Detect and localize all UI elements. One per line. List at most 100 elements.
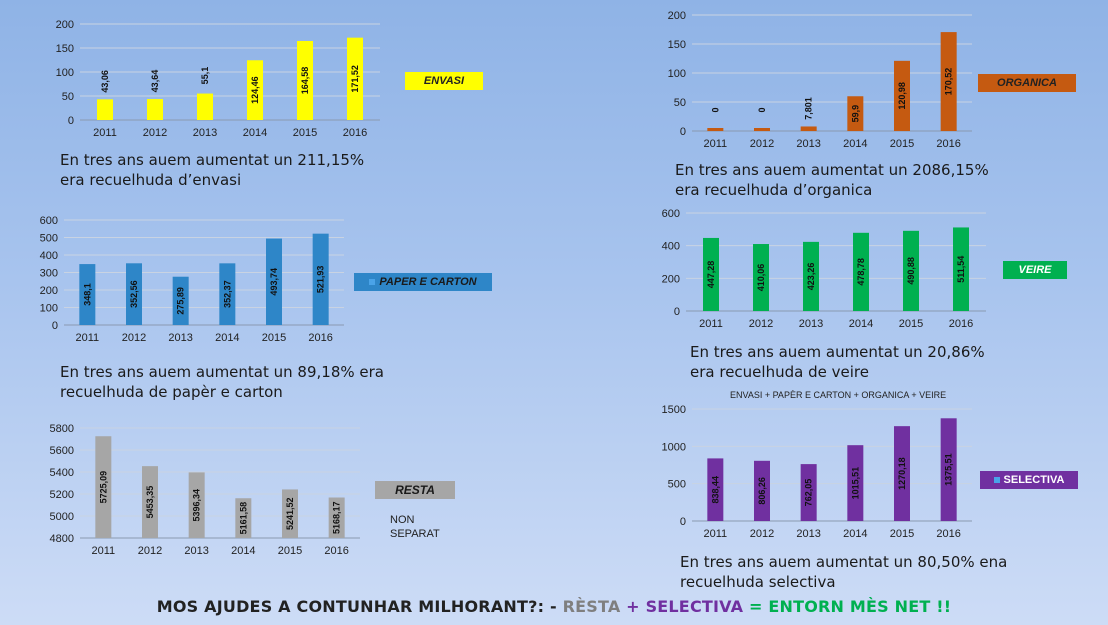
x-tick-label: 2016	[936, 528, 960, 540]
bar-resta-2014	[235, 498, 252, 538]
bar-envasi-2013	[197, 93, 213, 120]
y-tick-label: 5200	[50, 489, 74, 501]
value-label: 806,26	[757, 477, 767, 505]
x-tick-label: 2011	[704, 138, 728, 150]
bar-resta-2016	[328, 497, 345, 538]
bar-paper-2011	[79, 264, 96, 325]
value-label: 423,26	[806, 263, 816, 291]
x-tick-label: 2015	[899, 318, 923, 330]
value-label: 511,54	[956, 256, 966, 283]
x-tick-label: 2014	[843, 528, 867, 540]
x-tick-label: 2012	[143, 127, 167, 139]
value-label: 1015,51	[850, 467, 860, 500]
bar-selectiva-2011	[707, 458, 724, 521]
value-label: 171,52	[350, 65, 360, 93]
value-label: 478,78	[856, 258, 866, 286]
x-tick-label: 2011	[92, 545, 116, 557]
value-label: 7,801	[804, 97, 814, 120]
value-label: 170,52	[944, 68, 954, 96]
y-tick-label: 150	[56, 43, 74, 55]
value-label: 447,28	[706, 261, 716, 289]
y-tick-label: 1500	[662, 404, 686, 416]
value-label: 1375,51	[944, 453, 954, 486]
y-tick-label: 1000	[662, 441, 686, 453]
chart-title-selectiva: ENVASI + PAPÈR E CARTON + ORGANICA + VEI…	[730, 390, 947, 400]
y-tick-label: 5000	[50, 511, 74, 523]
x-tick-label: 2013	[168, 332, 192, 344]
legend-swatch-icon	[993, 477, 1000, 484]
y-tick-label: 600	[40, 215, 58, 227]
bar-selectiva-2013	[800, 464, 817, 521]
x-tick-label: 2012	[750, 138, 774, 150]
value-label: 5161,58	[238, 502, 248, 535]
value-label: 493,74	[269, 268, 279, 296]
x-tick-label: 2013	[799, 318, 823, 330]
bar-paper-2015	[266, 238, 282, 325]
value-label: 120,98	[897, 82, 907, 110]
bar-organica-2013	[800, 126, 817, 131]
bar-paper-2012	[126, 263, 142, 325]
bar-resta-2012	[142, 466, 158, 538]
value-label: 348,1	[82, 283, 92, 306]
x-tick-label: 2016	[949, 318, 973, 330]
y-tick-label: 200	[662, 273, 680, 285]
bar-chart-organica: 0 50 100 150 200 0 2011 0 2012 7,801 2013 59,9 2014 1…	[668, 10, 972, 150]
value-label: 352,37	[222, 280, 232, 308]
legend-swatch-icon	[369, 279, 376, 286]
y-tick-label: 100	[668, 68, 686, 80]
value-label: 762,05	[804, 479, 814, 507]
y-tick-label: 200	[668, 10, 686, 22]
y-tick-label: 0	[674, 306, 680, 318]
bar-envasi-2016	[347, 37, 363, 121]
value-label: 5396,34	[192, 489, 202, 522]
x-tick-label: 2013	[796, 138, 820, 150]
footer-plus: +	[620, 597, 646, 616]
value-label: 43,64	[150, 70, 160, 93]
x-tick-label: 2011	[76, 332, 100, 344]
sublabel-resta: NON SEPARAT	[390, 513, 440, 541]
value-label: 521,93	[316, 266, 326, 294]
bar-selectiva-2016	[940, 418, 957, 521]
value-label: 275,89	[176, 287, 186, 315]
y-tick-label: 4800	[50, 533, 74, 545]
x-tick-label: 2012	[749, 318, 773, 330]
x-tick-label: 2014	[243, 127, 267, 139]
bar-envasi-2015	[297, 41, 313, 120]
footer-equals: =	[743, 597, 769, 616]
bar-veire-2012	[753, 244, 769, 311]
footer-part1: MOS AJUDES A CONTUNHAR MILHORANT?: -	[156, 597, 563, 616]
bar-organica-2014	[847, 96, 864, 131]
x-tick-label: 2015	[278, 545, 302, 557]
legend-selectiva: SELECTIVA	[980, 471, 1078, 489]
y-tick-label: 400	[40, 250, 58, 262]
legend-paper: PAPER E CARTON	[354, 273, 492, 291]
caption-paper-line1: En tres ans auem aumentat un 89,18% era	[60, 363, 384, 381]
x-tick-label: 2014	[849, 318, 873, 330]
x-tick-label: 2011	[704, 528, 728, 540]
sublabel-resta-line1: NON	[390, 514, 415, 526]
y-tick-label: 500	[40, 233, 58, 245]
value-label: 59,9	[850, 105, 860, 123]
y-tick-label: 0	[52, 320, 58, 332]
legend-envasi: ENVASI	[405, 72, 483, 90]
y-tick-label: 5400	[50, 467, 74, 479]
x-tick-label: 2012	[122, 332, 146, 344]
x-tick-label: 2011	[93, 127, 117, 139]
caption-selectiva-line2: recuelhuda selectiva	[680, 573, 836, 591]
bar-chart-envasi: 0 50 100 150 200 43,06 2011 43,64 2012 55,1 2013 12…	[56, 19, 380, 139]
footer-slogan: MOS AJUDES A CONTUNHAR MILHORANT?: - RÈS…	[0, 597, 1108, 616]
value-label: 490,88	[906, 257, 916, 285]
value-label: 5453,35	[145, 486, 155, 519]
footer-entorn: ENTORN MÈS NET !!	[768, 597, 952, 616]
y-tick-label: 50	[674, 97, 686, 109]
bar-chart-selectiva: 0 500 1000 1500 838,44 2011 806,26 2012 762,05 20…	[662, 404, 972, 540]
y-tick-label: 5600	[50, 445, 74, 457]
value-label: 1270,18	[897, 457, 907, 490]
caption-paper: En tres ans auem aumentat un 89,18% era …	[60, 362, 384, 402]
bar-envasi-2011	[97, 99, 113, 120]
bar-selectiva-2012	[754, 460, 770, 521]
y-tick-label: 400	[662, 241, 680, 253]
x-tick-label: 2016	[324, 545, 348, 557]
bar-organica-2015	[894, 60, 910, 131]
caption-veire: En tres ans auem aumentat un 20,86% era …	[690, 342, 985, 382]
